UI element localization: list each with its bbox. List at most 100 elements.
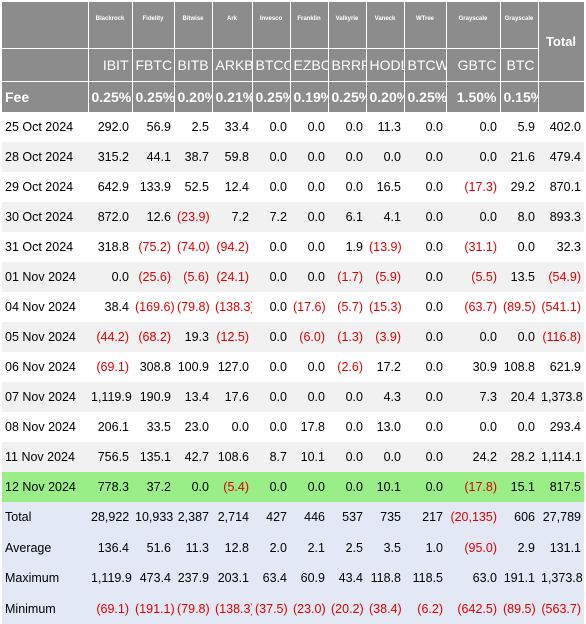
flow-cell: 17.6 — [212, 382, 252, 412]
flow-cell: 0.0 — [252, 472, 290, 502]
flow-cell: 11.3 — [366, 112, 404, 142]
summary-cell: 118.5 — [404, 563, 446, 594]
summary-cell: 2,714 — [212, 502, 252, 533]
summary-cell: (20.2) — [328, 594, 366, 624]
summary-label: Average — [2, 533, 88, 564]
summary-cell: (20,135) — [446, 502, 500, 533]
fee-value: 0.19% — [290, 82, 328, 113]
flow-cell: 0.0 — [404, 292, 446, 322]
flow-cell: 13.5 — [500, 262, 538, 292]
flow-cell: 4.3 — [366, 382, 404, 412]
flow-cell: 17.2 — [366, 352, 404, 382]
flow-cell: 13.0 — [366, 412, 404, 442]
summary-cell: 10,933 — [132, 502, 174, 533]
flow-cell: 7.2 — [212, 202, 252, 232]
summary-cell: 446 — [290, 502, 328, 533]
date-label: 31 Oct 2024 — [2, 232, 88, 262]
flow-cell: 0.0 — [328, 472, 366, 502]
flow-cell: (89.5) — [500, 292, 538, 322]
flow-cell: 12.4 — [212, 172, 252, 202]
summary-cell: 2.1 — [290, 533, 328, 564]
summary-cell: (642.5) — [446, 594, 500, 624]
summary-cell: 2.5 — [328, 533, 366, 564]
flow-cell: 24.2 — [446, 442, 500, 472]
flow-cell: 308.8 — [132, 352, 174, 382]
flow-cell: (138.3) — [212, 292, 252, 322]
issuer-name: Grayscale — [446, 2, 500, 49]
flow-cell: (24.1) — [212, 262, 252, 292]
flow-cell: 0.0 — [500, 322, 538, 352]
flow-cell: (5.6) — [174, 262, 212, 292]
fee-value: 1.50% — [446, 82, 500, 113]
issuer-name: Franklin — [290, 2, 328, 49]
flow-cell: 206.1 — [88, 412, 132, 442]
flow-cell: 30.9 — [446, 352, 500, 382]
flow-cell: 0.0 — [404, 382, 446, 412]
total-cell: 1,114.1 — [538, 442, 584, 472]
flow-cell: 0.0 — [328, 172, 366, 202]
flow-cell: (12.5) — [212, 322, 252, 352]
summary-cell: 217 — [404, 502, 446, 533]
summary-cell: (23.0) — [290, 594, 328, 624]
flow-cell: 0.0 — [404, 262, 446, 292]
flow-cell: (2.6) — [328, 352, 366, 382]
summary-cell: 43.4 — [328, 563, 366, 594]
flow-cell: (74.0) — [174, 232, 212, 262]
fee-value: 0.25% — [252, 82, 290, 113]
issuer-name: Invesco — [252, 2, 290, 49]
summary-cell: (79.8) — [174, 594, 212, 624]
flow-cell: 56.9 — [132, 112, 174, 142]
summary-cell: 51.6 — [132, 533, 174, 564]
date-label: 06 Nov 2024 — [2, 352, 88, 382]
corner-cell — [2, 49, 88, 82]
flow-cell: 44.1 — [132, 142, 174, 172]
issuer-name: WTree — [404, 2, 446, 49]
flow-cell: 16.5 — [366, 172, 404, 202]
flow-cell: 37.2 — [132, 472, 174, 502]
summary-cell: 427 — [252, 502, 290, 533]
flow-cell: 127.0 — [212, 352, 252, 382]
corner-cell — [2, 2, 88, 49]
summary-cell: (38.4) — [366, 594, 404, 624]
flow-cell: 133.9 — [132, 172, 174, 202]
flow-cell: 12.6 — [132, 202, 174, 232]
flow-cell: (15.3) — [366, 292, 404, 322]
flow-cell: 28.2 — [500, 442, 538, 472]
flow-cell: 0.0 — [366, 442, 404, 472]
flow-cell: (94.2) — [212, 232, 252, 262]
flow-cell: 100.9 — [174, 352, 212, 382]
issuer-name: Blackrock — [88, 2, 132, 49]
total-cell: (54.9) — [538, 262, 584, 292]
flow-cell: 0.0 — [404, 142, 446, 172]
summary-cell: 3.5 — [366, 533, 404, 564]
summary-cell: 2.0 — [252, 533, 290, 564]
flow-cell: 0.0 — [290, 202, 328, 232]
summary-cell: 60.9 — [290, 563, 328, 594]
summary-cell: (95.0) — [446, 533, 500, 564]
date-label: 30 Oct 2024 — [2, 202, 88, 232]
flow-cell: 42.7 — [174, 442, 212, 472]
table-row: 05 Nov 2024(44.2)(68.2)19.3(12.5)0.0(6.0… — [2, 322, 584, 352]
fee-row: Fee 0.25%0.25%0.20%0.21%0.25%0.19%0.25%0… — [2, 82, 584, 113]
flow-cell: 190.9 — [132, 382, 174, 412]
date-label: 29 Oct 2024 — [2, 172, 88, 202]
fee-label: Fee — [2, 82, 88, 113]
ticker-symbol: BRRR — [328, 49, 366, 82]
flow-cell: 21.6 — [500, 142, 538, 172]
date-label: 11 Nov 2024 — [2, 442, 88, 472]
issuer-name: Ark — [212, 2, 252, 49]
ticker-symbol: ARKB — [212, 49, 252, 82]
flow-cell: 0.0 — [404, 412, 446, 442]
flow-cell: (25.6) — [132, 262, 174, 292]
flow-cell: 0.0 — [290, 172, 328, 202]
flow-cell: 0.0 — [252, 382, 290, 412]
flow-cell: (79.8) — [174, 292, 212, 322]
ticker-symbol: BTCO — [252, 49, 290, 82]
total-cell: 293.4 — [538, 412, 584, 442]
